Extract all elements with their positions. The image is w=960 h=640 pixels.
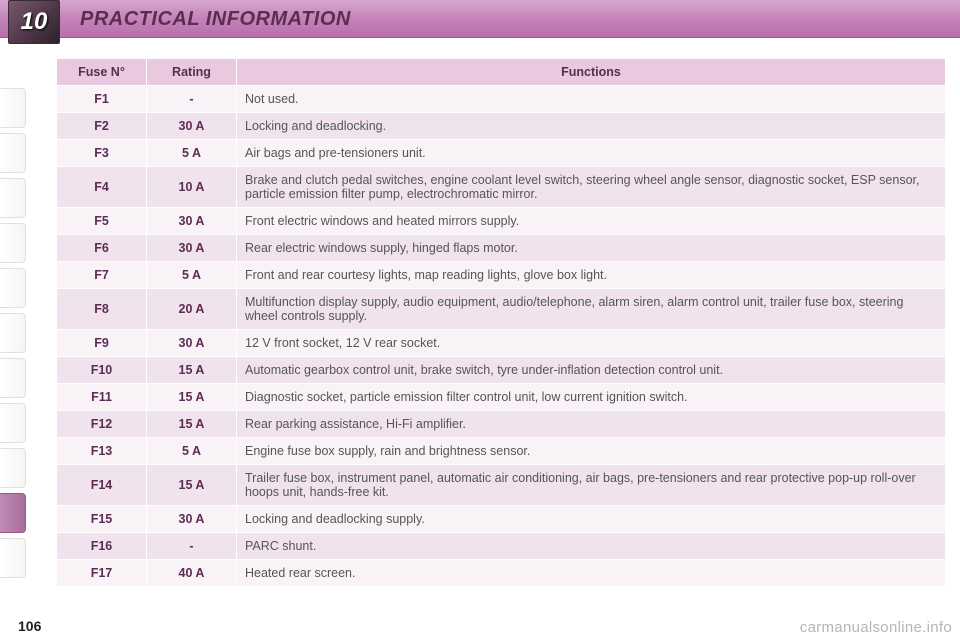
table-row: F35 AAir bags and pre-tensioners unit. — [57, 140, 946, 167]
table-row: F1415 ATrailer fuse box, instrument pane… — [57, 465, 946, 506]
function-cell: PARC shunt. — [237, 533, 946, 560]
fuse-cell: F8 — [57, 289, 147, 330]
side-tab[interactable] — [0, 313, 26, 353]
rating-cell: 15 A — [147, 357, 237, 384]
col-function: Functions — [237, 59, 946, 86]
function-cell: Front electric windows and heated mirror… — [237, 208, 946, 235]
table-row: F530 AFront electric windows and heated … — [57, 208, 946, 235]
rating-cell: 30 A — [147, 208, 237, 235]
table-row: F230 ALocking and deadlocking. — [57, 113, 946, 140]
chapter-badge: 10 — [8, 0, 60, 44]
function-cell: Engine fuse box supply, rain and brightn… — [237, 438, 946, 465]
function-cell: Multifunction display supply, audio equi… — [237, 289, 946, 330]
fuse-cell: F16 — [57, 533, 147, 560]
fuse-cell: F3 — [57, 140, 147, 167]
rating-cell: 30 A — [147, 330, 237, 357]
function-cell: Locking and deadlocking. — [237, 113, 946, 140]
side-tab[interactable] — [0, 223, 26, 263]
table-row: F1530 ALocking and deadlocking supply. — [57, 506, 946, 533]
table-row: F1115 ADiagnostic socket, particle emiss… — [57, 384, 946, 411]
table-row: F75 AFront and rear courtesy lights, map… — [57, 262, 946, 289]
side-tab[interactable] — [0, 403, 26, 443]
side-tab[interactable] — [0, 133, 26, 173]
function-cell: Brake and clutch pedal switches, engine … — [237, 167, 946, 208]
table-row: F820 AMultifunction display supply, audi… — [57, 289, 946, 330]
function-cell: Heated rear screen. — [237, 560, 946, 587]
table-row: F1215 ARear parking assistance, Hi-Fi am… — [57, 411, 946, 438]
rating-cell: 5 A — [147, 140, 237, 167]
rating-cell: 30 A — [147, 113, 237, 140]
function-cell: Trailer fuse box, instrument panel, auto… — [237, 465, 946, 506]
col-rating: Rating — [147, 59, 237, 86]
table-row: F630 ARear electric windows supply, hing… — [57, 235, 946, 262]
side-tab[interactable] — [0, 268, 26, 308]
function-cell: Front and rear courtesy lights, map read… — [237, 262, 946, 289]
rating-cell: 15 A — [147, 384, 237, 411]
side-tabs — [0, 88, 26, 583]
side-tab[interactable] — [0, 493, 26, 533]
fuse-cell: F17 — [57, 560, 147, 587]
page-title: PRACTICAL INFORMATION — [80, 4, 351, 42]
fuse-cell: F14 — [57, 465, 147, 506]
fuse-cell: F6 — [57, 235, 147, 262]
watermark: carmanualsonline.info — [800, 619, 952, 636]
fuse-cell: F12 — [57, 411, 147, 438]
rating-cell: 15 A — [147, 465, 237, 506]
function-cell: Rear electric windows supply, hinged fla… — [237, 235, 946, 262]
content-area: Fuse N° Rating Functions F1-Not used.F23… — [56, 58, 946, 587]
table-row: F135 AEngine fuse box supply, rain and b… — [57, 438, 946, 465]
rating-cell: 10 A — [147, 167, 237, 208]
function-cell: Locking and deadlocking supply. — [237, 506, 946, 533]
table-header-row: Fuse N° Rating Functions — [57, 59, 946, 86]
fuse-table: Fuse N° Rating Functions F1-Not used.F23… — [56, 58, 946, 587]
fuse-cell: F11 — [57, 384, 147, 411]
function-cell: 12 V front socket, 12 V rear socket. — [237, 330, 946, 357]
fuse-cell: F10 — [57, 357, 147, 384]
function-cell: Air bags and pre-tensioners unit. — [237, 140, 946, 167]
table-row: F1-Not used. — [57, 86, 946, 113]
table-row: F930 A12 V front socket, 12 V rear socke… — [57, 330, 946, 357]
function-cell: Automatic gearbox control unit, brake sw… — [237, 357, 946, 384]
rating-cell: 40 A — [147, 560, 237, 587]
table-row: F16-PARC shunt. — [57, 533, 946, 560]
side-tab[interactable] — [0, 448, 26, 488]
function-cell: Not used. — [237, 86, 946, 113]
rating-cell: 5 A — [147, 438, 237, 465]
function-cell: Diagnostic socket, particle emission fil… — [237, 384, 946, 411]
fuse-cell: F2 — [57, 113, 147, 140]
side-tab[interactable] — [0, 358, 26, 398]
table-row: F1740 AHeated rear screen. — [57, 560, 946, 587]
fuse-cell: F15 — [57, 506, 147, 533]
side-tab[interactable] — [0, 538, 26, 578]
side-tab[interactable] — [0, 178, 26, 218]
fuse-cell: F4 — [57, 167, 147, 208]
fuse-cell: F1 — [57, 86, 147, 113]
header-bar: PRACTICAL INFORMATION — [0, 0, 960, 38]
rating-cell: 30 A — [147, 506, 237, 533]
rating-cell: 30 A — [147, 235, 237, 262]
fuse-cell: F13 — [57, 438, 147, 465]
side-tab[interactable] — [0, 88, 26, 128]
fuse-cell: F9 — [57, 330, 147, 357]
page-number: 106 — [18, 618, 41, 634]
rating-cell: 20 A — [147, 289, 237, 330]
function-cell: Rear parking assistance, Hi-Fi amplifier… — [237, 411, 946, 438]
rating-cell: - — [147, 86, 237, 113]
table-row: F410 ABrake and clutch pedal switches, e… — [57, 167, 946, 208]
table-row: F1015 AAutomatic gearbox control unit, b… — [57, 357, 946, 384]
chapter-number: 10 — [21, 8, 48, 36]
rating-cell: 5 A — [147, 262, 237, 289]
fuse-cell: F5 — [57, 208, 147, 235]
fuse-cell: F7 — [57, 262, 147, 289]
rating-cell: 15 A — [147, 411, 237, 438]
col-fuse: Fuse N° — [57, 59, 147, 86]
rating-cell: - — [147, 533, 237, 560]
